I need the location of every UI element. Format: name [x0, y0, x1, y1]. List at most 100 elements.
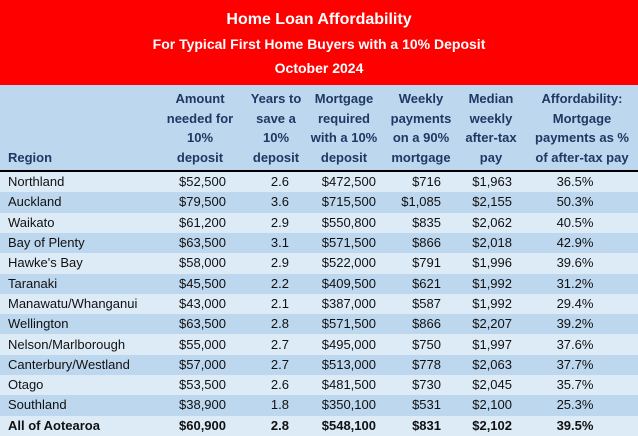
mortgage-cell: $387,000 — [321, 295, 376, 311]
region-cell: Auckland — [8, 194, 62, 210]
table-row: Nelson/Marlborough $55,000 2.7 $495,000 … — [0, 334, 638, 355]
table-row: Southland $38,900 1.8 $350,100 $531 $2,1… — [0, 395, 638, 416]
affordability-cell: 39.5% — [556, 417, 594, 433]
region-cell: Northland — [8, 174, 65, 190]
weekly-cell: $716 — [412, 174, 441, 190]
region-cell: Otago — [8, 377, 44, 393]
weekly-cell: $866 — [412, 235, 441, 251]
amount-cell: $79,500 — [179, 194, 226, 210]
years-cell: 2.6 — [270, 174, 289, 190]
mortgage-cell: $350,100 — [321, 397, 376, 413]
weekly-cell: $791 — [412, 255, 441, 271]
amount-cell: $57,000 — [179, 356, 226, 372]
amount-cell: $38,900 — [179, 397, 226, 413]
amount-cell: $60,900 — [179, 417, 226, 433]
weekly-cell: $835 — [412, 214, 441, 230]
column-header-years: Years to save a 10% deposit — [250, 85, 302, 172]
years-cell: 2.6 — [270, 377, 289, 393]
report-title: Home Loan Affordability — [226, 10, 412, 28]
amount-cell: $58,000 — [179, 255, 226, 271]
years-cell: 2.7 — [270, 336, 289, 352]
affordability-cell: 39.2% — [556, 316, 594, 332]
affordability-cell: 35.7% — [556, 377, 594, 393]
years-cell: 2.1 — [270, 295, 289, 311]
region-cell: Canterbury/Westland — [8, 356, 130, 372]
years-cell: 2.9 — [270, 255, 289, 271]
weekly-cell: $531 — [412, 397, 441, 413]
amount-cell: $61,200 — [179, 214, 226, 230]
mortgage-cell: $472,500 — [321, 174, 376, 190]
weekly-cell: $831 — [412, 417, 441, 433]
header-row: Region Amount needed for 10% deposit Yea… — [0, 85, 638, 172]
table-row: Canterbury/Westland $57,000 2.7 $513,000… — [0, 354, 638, 375]
region-cell: Waikato — [8, 214, 55, 230]
affordability-cell: 37.6% — [556, 336, 594, 352]
years-cell: 3.6 — [270, 194, 289, 210]
weekly-cell: $866 — [412, 316, 441, 332]
report-date: October 2024 — [274, 59, 364, 76]
mortgage-cell: $715,500 — [321, 194, 376, 210]
table-body: Northland $52,500 2.6 $472,500 $716 $1,9… — [0, 171, 638, 436]
weekly-cell: $750 — [412, 336, 441, 352]
weekly-cell: $587 — [412, 295, 441, 311]
column-header-affordability: Affordability: Mortgage payments as % of… — [526, 85, 638, 172]
affordability-cell: 25.3% — [556, 397, 594, 413]
table-row: Bay of Plenty $63,500 3.1 $571,500 $866 … — [0, 232, 638, 254]
table-row: Wellington $63,500 2.8 $571,500 $866 $2,… — [0, 314, 638, 335]
region-cell: Bay of Plenty — [8, 235, 85, 251]
amount-cell: $55,000 — [179, 336, 226, 352]
table-row: Northland $52,500 2.6 $472,500 $716 $1,9… — [0, 171, 638, 193]
weekly-cell: $778 — [412, 356, 441, 372]
mortgage-cell: $550,800 — [321, 214, 376, 230]
mortgage-cell: $571,500 — [321, 235, 376, 251]
table-header: Region Amount needed for 10% deposit Yea… — [0, 85, 638, 172]
median-pay-cell: $2,155 — [472, 194, 512, 210]
mortgage-cell: $522,000 — [321, 255, 376, 271]
column-header-mortgage: Mortgage required with a 10% deposit — [302, 85, 386, 172]
table-row-total: All of Aotearoa $60,900 2.8 $548,100 $83… — [0, 415, 638, 436]
weekly-cell: $1,085 — [401, 194, 441, 210]
mortgage-cell: $513,000 — [321, 356, 376, 372]
affordability-table: Region Amount needed for 10% deposit Yea… — [0, 85, 638, 436]
mortgage-cell: $481,500 — [321, 377, 376, 393]
weekly-cell: $730 — [412, 377, 441, 393]
column-header-weekly: Weekly payments on a 90% mortgage — [386, 85, 456, 172]
median-pay-cell: $1,963 — [472, 174, 512, 190]
years-cell: 2.2 — [270, 275, 289, 291]
median-pay-cell: $2,100 — [472, 397, 512, 413]
report-subtitle: For Typical First Home Buyers with a 10%… — [152, 35, 486, 52]
report-header-banner: Home Loan Affordability For Typical Firs… — [0, 0, 638, 85]
table-row: Waikato $61,200 2.9 $550,800 $835 $2,062… — [0, 212, 638, 233]
affordability-cell: 37.7% — [556, 356, 594, 372]
affordability-cell: 42.9% — [556, 235, 594, 251]
affordability-cell: 50.3% — [556, 194, 594, 210]
median-pay-cell: $2,018 — [472, 235, 512, 251]
table-row: Manawatu/Whanganui $43,000 2.1 $387,000 … — [0, 293, 638, 315]
years-cell: 2.8 — [270, 417, 289, 433]
affordability-cell: 36.5% — [556, 174, 594, 190]
affordability-cell: 31.2% — [556, 275, 594, 291]
column-header-median-pay: Median weekly after-tax pay — [456, 85, 526, 172]
amount-cell: $45,500 — [179, 275, 226, 291]
region-cell: Wellington — [8, 316, 69, 332]
table-row: Otago $53,500 2.6 $481,500 $730 $2,045 3… — [0, 374, 638, 396]
mortgage-cell: $409,500 — [321, 275, 376, 291]
median-pay-cell: $1,996 — [472, 255, 512, 271]
table-row: Taranaki $45,500 2.2 $409,500 $621 $1,99… — [0, 273, 638, 294]
amount-cell: $63,500 — [179, 316, 226, 332]
amount-cell: $53,500 — [179, 377, 226, 393]
amount-cell: $63,500 — [179, 235, 226, 251]
column-header-amount: Amount needed for 10% deposit — [150, 85, 250, 172]
column-header-region: Region — [0, 85, 150, 172]
amount-cell: $52,500 — [179, 174, 226, 190]
table-row: Auckland $79,500 3.6 $715,500 $1,085 $2,… — [0, 192, 638, 213]
median-pay-cell: $2,102 — [472, 417, 512, 433]
mortgage-cell: $548,100 — [321, 417, 376, 433]
region-cell: Nelson/Marlborough — [8, 336, 126, 352]
region-cell: Taranaki — [8, 275, 58, 291]
median-pay-cell: $2,063 — [472, 356, 512, 372]
region-cell: Southland — [8, 397, 67, 413]
years-cell: 2.8 — [270, 316, 289, 332]
amount-cell: $43,000 — [179, 295, 226, 311]
region-cell: Hawke's Bay — [8, 255, 83, 271]
